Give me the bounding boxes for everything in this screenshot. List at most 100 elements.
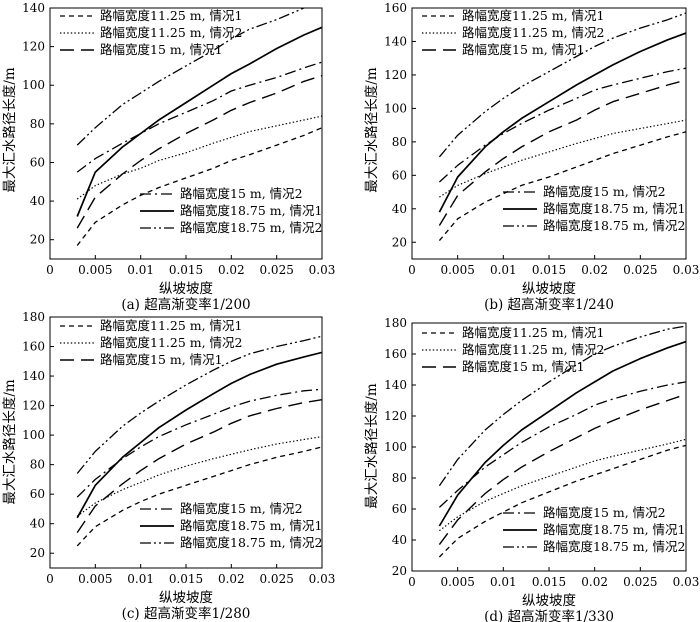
chart-a-series-line-4: [76, 61, 322, 173]
chart-a-x-tick-label: 0.015: [169, 263, 203, 277]
chart-b-y-tick-label: 160: [384, 1, 407, 15]
chart-a-legend-label: 路幅宽度11.25 m, 情况1: [100, 8, 243, 23]
chart-a-legend-label: 路幅宽度11.25 m, 情况2: [100, 25, 243, 40]
chart-b-series-line-1: [438, 131, 686, 242]
chart-c-x-tick-label: 0.025: [259, 572, 293, 586]
chart-d-legend-label: 路幅宽度18.75 m, 情况2: [543, 539, 686, 554]
chart-b-y-tick-label: 20: [392, 235, 407, 249]
chart-b-series-line-2: [439, 119, 686, 198]
chart-a-x-tick-label: 0: [46, 263, 54, 277]
chart-b-legend-label: 路幅宽度11.25 m, 情况2: [462, 25, 605, 40]
chart-b-legend-label: 路幅宽度18.75 m, 情况2: [543, 218, 686, 233]
chart-d-x-axis-label: 纵坡坡度: [522, 593, 576, 609]
chart-d-series-line-5: [438, 340, 686, 527]
chart-a-series-line-5: [76, 26, 322, 217]
chart-d-y-tick-label: 120: [384, 409, 407, 423]
chart-a-y-tick-label: 80: [30, 117, 45, 131]
chart-c-legend-label: 路幅宽度18.75 m, 情况1: [180, 518, 323, 533]
chart-b-legend-bottom: 路幅宽度15 m, 情况2 路幅宽度18.75 m, 情况1 路幅宽度18.75 m…: [503, 184, 686, 233]
chart-b-series-line-4: [438, 67, 686, 183]
chart-d-legend-bottom: 路幅宽度15 m, 情况2 路幅宽度18.75 m, 情况1 路幅宽度18.75 m…: [503, 505, 686, 554]
chart-c-y-tick-label: 100: [22, 428, 45, 442]
chart-b-x-tick-label: 0.025: [623, 263, 657, 277]
chart-d-y-tick-label: 100: [384, 440, 407, 454]
chart-b-series-line-5: [438, 32, 686, 213]
chart-a-legend-top: 路幅宽度11.25 m, 情况1 路幅宽度11.25 m, 情况2 路幅宽度15 m…: [60, 8, 243, 57]
chart-b: 0 0.005 0.01 0.015 0.02 0.025 0.03 20 40 60 80 100 1…: [364, 1, 699, 313]
chart-c-x-tick-label: 0.02: [218, 572, 245, 586]
chart-a-x-tick-label: 0.025: [259, 263, 293, 277]
chart-b-x-tick-label: 0.01: [490, 263, 517, 277]
chart-c-series-line-4: [76, 388, 322, 498]
chart-d-legend-label: 路幅宽度18.75 m, 情况1: [543, 522, 686, 537]
chart-b-series-line-3: [438, 79, 686, 226]
chart-b-y-tick-label: 100: [384, 101, 407, 115]
chart-a-x-tick-label: 0.02: [218, 263, 245, 277]
chart-c-x-tick-label: 0.03: [309, 572, 336, 586]
chart-a-x-axis-label: 纵坡坡度: [159, 281, 213, 297]
chart-b-x-tick-label: 0.02: [581, 263, 608, 277]
chart-a-y-tick-label: 20: [30, 233, 45, 247]
chart-d-caption: (d) 超高渐变率1/330: [484, 608, 614, 622]
chart-d-legend-label: 路幅宽度11.25 m, 情况1: [462, 325, 605, 340]
chart-b-caption: (b) 超高渐变率1/240: [484, 296, 614, 313]
chart-b-x-tick-label: 0: [408, 263, 416, 277]
chart-b-y-tick-label: 120: [384, 68, 407, 82]
chart-b-legend-label: 路幅宽度11.25 m, 情况1: [462, 8, 605, 23]
chart-b-y-tick-label: 80: [392, 135, 407, 149]
chart-b-y-axis-label: 最大汇水路径长度/m: [364, 67, 380, 193]
chart-c-y-tick-label: 120: [22, 399, 45, 413]
chart-d-x-tick-label: 0: [408, 575, 416, 589]
chart-c-y-tick-label: 80: [30, 458, 45, 472]
chart-c-y-tick-label: 180: [22, 310, 45, 324]
chart-d-y-tick-label: 140: [384, 378, 407, 392]
chart-a-y-tick-label: 40: [30, 194, 45, 208]
chart-c-y-tick-label: 40: [30, 517, 45, 531]
chart-b-x-axis-label: 纵坡坡度: [522, 281, 576, 297]
chart-c-caption: (c) 超高渐变率1/280: [122, 605, 251, 622]
chart-d-x-tick-label: 0.01: [490, 575, 517, 589]
chart-c-x-tick-label: 0.015: [169, 572, 203, 586]
chart-a-x-tick-label: 0.005: [78, 263, 112, 277]
chart-d-series-line-6: [438, 325, 686, 487]
chart-d-legend-label: 路幅宽度15 m, 情况2: [543, 505, 666, 520]
chart-d-legend-top: 路幅宽度11.25 m, 情况1 路幅宽度11.25 m, 情况2 路幅宽度15 m…: [422, 325, 605, 374]
chart-d-series-line-4: [438, 381, 686, 508]
chart-a-series-line-6: [76, 8, 307, 146]
chart-d-legend-label: 路幅宽度15 m, 情况1: [462, 359, 585, 374]
chart-c-legend-bottom: 路幅宽度15 m, 情况2 路幅宽度18.75 m, 情况1 路幅宽度18.75 m…: [140, 501, 323, 550]
chart-c-y-axis-label: 最大汇水路径长度/m: [2, 379, 18, 505]
chart-b-x-tick-label: 0.005: [440, 263, 474, 277]
chart-c-x-tick-label: 0.01: [127, 572, 154, 586]
chart-a-y-axis-label: 最大汇水路径长度/m: [2, 67, 18, 193]
chart-a-series-line-3: [76, 74, 322, 229]
chart-c-x-axis-label: 纵坡坡度: [159, 590, 213, 606]
chart-d-legend-label: 路幅宽度11.25 m, 情况2: [462, 342, 605, 357]
chart-b-x-tick-label: 0.015: [532, 263, 566, 277]
chart-a-legend-label: 路幅宽度18.75 m, 情况1: [180, 203, 323, 218]
chart-c-series-line-5: [76, 351, 322, 519]
chart-d-series-line-2: [439, 438, 686, 532]
chart-a-y-tick-label: 120: [22, 40, 45, 54]
chart-c-legend-label: 路幅宽度15 m, 情况2: [180, 501, 303, 516]
chart-c-legend-label: 路幅宽度18.75 m, 情况2: [180, 535, 323, 550]
chart-d-y-tick-label: 80: [392, 471, 407, 485]
chart-b-legend-label: 路幅宽度18.75 m, 情况1: [543, 201, 686, 216]
chart-d-y-tick-label: 60: [392, 502, 407, 516]
chart-d-x-tick-label: 0.025: [623, 575, 657, 589]
chart-a-x-tick-label: 0.03: [309, 263, 336, 277]
chart-a-y-tick-label: 60: [30, 155, 45, 169]
chart-d-series-line-3: [438, 393, 686, 546]
chart-a-legend-label: 路幅宽度18.75 m, 情况2: [180, 220, 323, 235]
chart-b-legend-label: 路幅宽度15 m, 情况2: [543, 184, 666, 199]
chart-a-y-tick-label: 140: [22, 1, 45, 15]
chart-c-y-tick-label: 20: [30, 546, 45, 560]
chart-c-series-line-3: [76, 399, 322, 533]
chart-a-legend-label: 路幅宽度15 m, 情况1: [100, 42, 223, 57]
chart-d-x-tick-label: 0.03: [673, 575, 700, 589]
chart-b-x-tick-label: 0.03: [673, 263, 700, 277]
chart-c-legend-label: 路幅宽度11.25 m, 情况2: [100, 335, 243, 350]
chart-d-y-tick-label: 40: [392, 533, 407, 547]
chart-c-series-line-6: [76, 335, 322, 474]
chart-a: 0 0.005 0.01 0.015 0.02 0.025 0.03 20 40 60 80 100 1…: [2, 1, 335, 313]
